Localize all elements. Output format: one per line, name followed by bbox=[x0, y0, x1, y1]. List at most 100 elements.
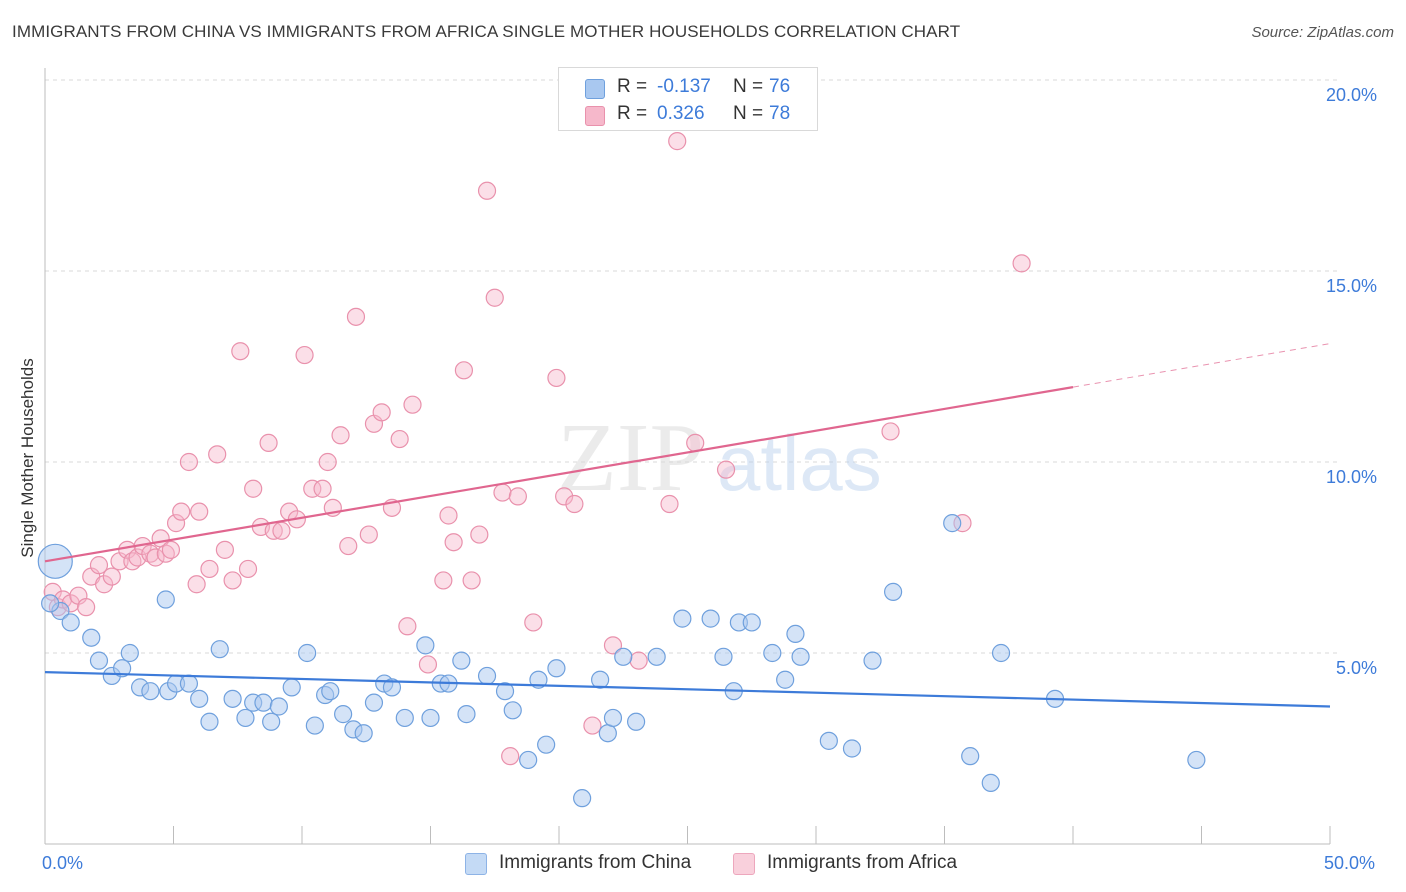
r-label: R = bbox=[617, 76, 648, 97]
africa-point bbox=[434, 571, 453, 590]
africa-point bbox=[485, 288, 504, 307]
africa-point bbox=[244, 479, 263, 498]
africa-point bbox=[403, 395, 422, 414]
correlation-legend: R = -0.137 N = 76 R = 0.326 N = 78 bbox=[558, 67, 818, 131]
legend-swatch-africa bbox=[585, 106, 605, 126]
china-point bbox=[254, 693, 273, 712]
africa-point bbox=[190, 502, 209, 521]
china-point bbox=[61, 613, 80, 632]
watermark: ZIP atlas bbox=[557, 404, 882, 512]
china-point bbox=[179, 674, 199, 693]
africa-point bbox=[565, 494, 584, 514]
africa-point bbox=[686, 433, 705, 452]
africa-point bbox=[418, 655, 438, 674]
africa-point bbox=[372, 403, 391, 422]
china-point bbox=[776, 670, 795, 689]
legend-swatch-africa bbox=[733, 853, 755, 875]
china-point bbox=[156, 590, 175, 609]
china-point bbox=[305, 716, 324, 735]
r-label: R = bbox=[617, 103, 648, 124]
africa-point bbox=[223, 571, 242, 590]
china-point bbox=[943, 514, 962, 533]
africa-point bbox=[200, 559, 219, 579]
china-point bbox=[573, 789, 592, 808]
africa-point bbox=[493, 483, 512, 502]
africa-point bbox=[1012, 254, 1031, 273]
africa-point bbox=[359, 525, 378, 544]
africa-point bbox=[470, 525, 489, 544]
legend-swatch-china bbox=[465, 853, 487, 875]
legend-label-china: Immigrants from China bbox=[499, 852, 692, 873]
africa-point bbox=[208, 445, 227, 464]
china-point bbox=[452, 651, 471, 670]
n-label: N = bbox=[733, 76, 764, 97]
africa-point bbox=[89, 556, 109, 575]
china-point bbox=[591, 670, 610, 689]
africa-trend-line bbox=[44, 386, 1074, 563]
africa-point bbox=[454, 361, 474, 380]
china-point bbox=[603, 708, 623, 728]
y-axis-label: Single Mother Households bbox=[18, 358, 37, 558]
china-point bbox=[495, 682, 515, 701]
china-point bbox=[382, 678, 402, 697]
n-value: 76 bbox=[769, 76, 791, 97]
axes bbox=[44, 68, 1331, 845]
china-point bbox=[354, 724, 373, 743]
chart-title: IMMIGRANTS FROM CHINA VS IMMIGRANTS FROM… bbox=[12, 22, 961, 41]
china-point bbox=[701, 609, 720, 628]
china-point bbox=[786, 624, 805, 644]
china-point bbox=[647, 647, 666, 666]
r-value: 0.326 bbox=[657, 103, 705, 124]
china-point bbox=[791, 647, 810, 666]
africa-point bbox=[146, 548, 165, 567]
africa-point bbox=[477, 181, 497, 200]
china-point bbox=[742, 613, 761, 632]
legend-swatch-china bbox=[585, 79, 605, 99]
china-point bbox=[210, 640, 229, 659]
africa-point bbox=[179, 452, 199, 472]
china-point bbox=[529, 670, 548, 689]
china-point bbox=[537, 735, 556, 754]
africa-trend-extension bbox=[1072, 343, 1331, 388]
y-tick-label: 5.0% bbox=[1336, 658, 1378, 678]
africa-point bbox=[583, 716, 602, 735]
china-point bbox=[262, 712, 281, 731]
china-point bbox=[416, 636, 435, 655]
africa-point bbox=[555, 487, 574, 506]
africa-point bbox=[339, 536, 358, 556]
africa-point bbox=[390, 429, 409, 449]
china-point bbox=[519, 750, 538, 770]
china-point bbox=[819, 731, 838, 750]
china-point bbox=[82, 628, 101, 647]
china-point bbox=[282, 678, 301, 697]
africa-point bbox=[313, 479, 332, 498]
china-point bbox=[89, 651, 109, 670]
china-point bbox=[321, 682, 340, 701]
africa-point bbox=[660, 494, 679, 514]
china-point bbox=[477, 666, 497, 686]
china-point bbox=[457, 705, 476, 724]
china-point bbox=[112, 659, 132, 678]
africa-point bbox=[603, 636, 623, 655]
africa-point bbox=[102, 567, 121, 586]
africa-point bbox=[166, 514, 186, 533]
africa-point bbox=[272, 521, 291, 540]
source-label: Source: ZipAtlas.com bbox=[1251, 24, 1394, 41]
africa-point bbox=[524, 613, 543, 632]
china-point bbox=[673, 609, 692, 628]
watermark-zip: ZIP bbox=[557, 404, 704, 512]
china-point bbox=[598, 724, 617, 743]
china-point bbox=[41, 594, 60, 613]
africa-point bbox=[501, 747, 520, 766]
africa-point bbox=[95, 575, 114, 594]
africa-point bbox=[187, 575, 206, 594]
africa-point bbox=[303, 479, 322, 498]
china-point bbox=[883, 582, 903, 601]
china-point bbox=[981, 773, 1000, 792]
africa-point bbox=[881, 422, 900, 441]
africa-point bbox=[508, 487, 527, 506]
y-tick-label: 15.0% bbox=[1326, 276, 1378, 296]
africa-point bbox=[444, 533, 463, 552]
china-point bbox=[364, 693, 384, 712]
